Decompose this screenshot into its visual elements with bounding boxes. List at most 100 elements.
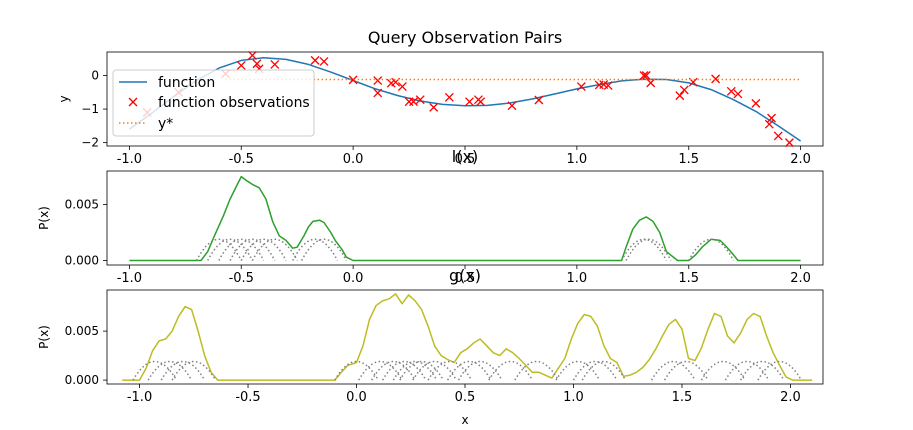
component-density-curve — [663, 360, 709, 381]
observation-point — [641, 71, 651, 80]
x-tick-label: 2.0 — [780, 390, 801, 405]
observation-point — [603, 81, 613, 91]
legend-label-ystar: y* — [158, 116, 173, 132]
component-density-curve — [399, 360, 444, 381]
y-tick-label: 0.000 — [65, 254, 99, 268]
chart-title-top: Query Observation Pairs — [368, 28, 562, 47]
observation-point — [711, 74, 721, 84]
x-tick-label: 0.5 — [455, 271, 476, 286]
x-tick-label: 1.5 — [678, 271, 699, 286]
y-tick-label: 0.005 — [65, 198, 99, 212]
x-tick-label: 2.0 — [790, 152, 811, 167]
y-tick-label: 0.005 — [65, 324, 99, 338]
x-tick-label: -0.5 — [229, 152, 254, 167]
component-density-curve — [457, 360, 503, 381]
component-density-curve — [392, 360, 438, 381]
observation-point — [236, 60, 246, 70]
observation-point — [646, 78, 656, 88]
y-axis-label-middle: P(x) — [37, 206, 51, 230]
observation-point — [507, 101, 517, 111]
y-axis-label-bottom: P(x) — [37, 325, 51, 349]
x-ticks-top: -1.0 -0.5 0.0 0.5 1.0 1.5 2.0 — [117, 146, 811, 167]
x-tick-label: 0.5 — [455, 390, 476, 405]
observation-point — [764, 119, 774, 129]
observation-point — [534, 95, 544, 105]
observation-point — [247, 50, 257, 60]
observation-point — [397, 82, 407, 92]
y-tick-label: −2 — [81, 136, 99, 150]
x-tick-label: -1.0 — [127, 390, 152, 405]
observation-point — [639, 71, 649, 80]
x-tick-label: 1.0 — [567, 152, 588, 167]
x-tick-label: 1.0 — [563, 390, 584, 405]
plot-area-top — [128, 50, 802, 148]
y-axis-label-top: y — [57, 95, 71, 102]
component-density-curve — [700, 360, 746, 381]
observation-point — [373, 88, 383, 98]
panel-query-observation-pairs: Query Observation Pairs y -1.0 -0.5 0.0 0.5… — [57, 28, 824, 167]
component-density-curve — [688, 238, 735, 261]
observation-point — [252, 59, 262, 69]
component-density-curve — [195, 238, 242, 261]
x-tick-label: -0.5 — [235, 390, 260, 405]
x-tick-label: 2.0 — [790, 271, 811, 286]
component-density-curve — [218, 238, 265, 261]
legend-box — [112, 69, 315, 137]
x-tick-label: -0.5 — [229, 271, 254, 286]
x-ticks-middle: -1.0 -0.5 0.0 0.5 1.0 1.5 2.0 — [117, 265, 811, 286]
component-density-curve — [371, 360, 416, 381]
axes-frame-middle — [106, 170, 824, 266]
observation-point — [415, 95, 425, 105]
component-density-curve — [240, 238, 287, 261]
component-density-curve — [147, 360, 193, 381]
component-density-curve — [301, 238, 348, 261]
component-density-curve — [446, 360, 492, 381]
observation-point — [310, 55, 320, 65]
observation-point — [348, 75, 358, 85]
y-ticks-top: 0 −1 −2 — [81, 69, 107, 150]
plot-area-bottom — [122, 293, 813, 381]
component-density-curve — [555, 360, 601, 381]
component-density-curve — [171, 360, 217, 381]
series-line — [122, 293, 813, 381]
chart-title-middle: l(x) — [452, 147, 478, 166]
component-density-curve — [514, 360, 559, 381]
observation-point — [784, 138, 794, 148]
observation-point — [675, 91, 685, 101]
component-density-curve — [160, 360, 206, 381]
component-density-curve — [334, 360, 379, 381]
x-tick-label: 1.5 — [678, 152, 699, 167]
observation-point — [679, 85, 689, 95]
chart-title-bottom: g(x) — [449, 266, 481, 285]
observation-point — [751, 98, 761, 108]
x-tick-label: 1.0 — [567, 271, 588, 286]
component-density-curve — [724, 360, 770, 381]
x-tick-label: 0.0 — [343, 271, 364, 286]
component-density-curve — [207, 238, 254, 261]
component-density-curve — [251, 238, 298, 261]
observation-point — [773, 131, 783, 141]
legend-x-marker — [128, 97, 138, 107]
x-tick-label: -1.0 — [117, 271, 142, 286]
observation-point — [373, 76, 383, 85]
x-ticks-bottom: -1.0 -0.5 0.0 0.5 1.0 1.5 2.0 — [127, 384, 801, 405]
observation-point — [476, 97, 486, 107]
x-tick-label: -1.0 — [117, 152, 142, 167]
y-tick-label: 0.000 — [65, 373, 99, 387]
legend: function function observations y* — [112, 69, 315, 137]
observation-point — [767, 113, 776, 123]
x-tick-label: 0.0 — [346, 390, 367, 405]
x-tick-label: 1.5 — [672, 390, 693, 405]
component-density-curve — [581, 360, 627, 381]
legend-label-observations: function observations — [158, 95, 310, 111]
component-density-curve — [625, 238, 672, 261]
observation-point — [319, 56, 329, 66]
observation-point — [270, 59, 280, 69]
component-density-curve — [412, 360, 457, 381]
component-density-curve — [488, 360, 533, 381]
component-density-curve — [229, 238, 276, 261]
observation-point — [465, 97, 474, 107]
panel-l-of-x: l(x) P(x) -1.0 -0.5 0.0 0.5 1.0 1.5 2.0 0.000 0… — [37, 147, 824, 286]
observation-point — [733, 89, 743, 99]
